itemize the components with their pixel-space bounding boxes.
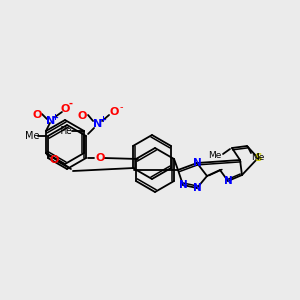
Text: N: N — [224, 176, 232, 186]
Text: N: N — [46, 116, 56, 126]
Text: +: + — [51, 112, 58, 122]
Text: N: N — [193, 183, 201, 193]
Text: -: - — [119, 102, 123, 112]
Text: O: O — [110, 107, 119, 117]
Text: -: - — [69, 99, 73, 109]
Text: Me: Me — [25, 131, 39, 141]
Text: O: O — [32, 110, 42, 120]
Text: +: + — [100, 116, 106, 124]
Text: O: O — [49, 155, 58, 165]
Text: Me: Me — [60, 126, 72, 136]
Text: N: N — [93, 119, 103, 129]
Text: N: N — [193, 158, 201, 168]
Text: O: O — [60, 104, 70, 114]
Text: Me: Me — [251, 154, 265, 163]
Text: O: O — [95, 153, 105, 163]
Text: N: N — [178, 180, 188, 190]
Text: O: O — [77, 111, 87, 121]
Text: Me: Me — [208, 152, 222, 160]
Text: S: S — [254, 153, 262, 163]
